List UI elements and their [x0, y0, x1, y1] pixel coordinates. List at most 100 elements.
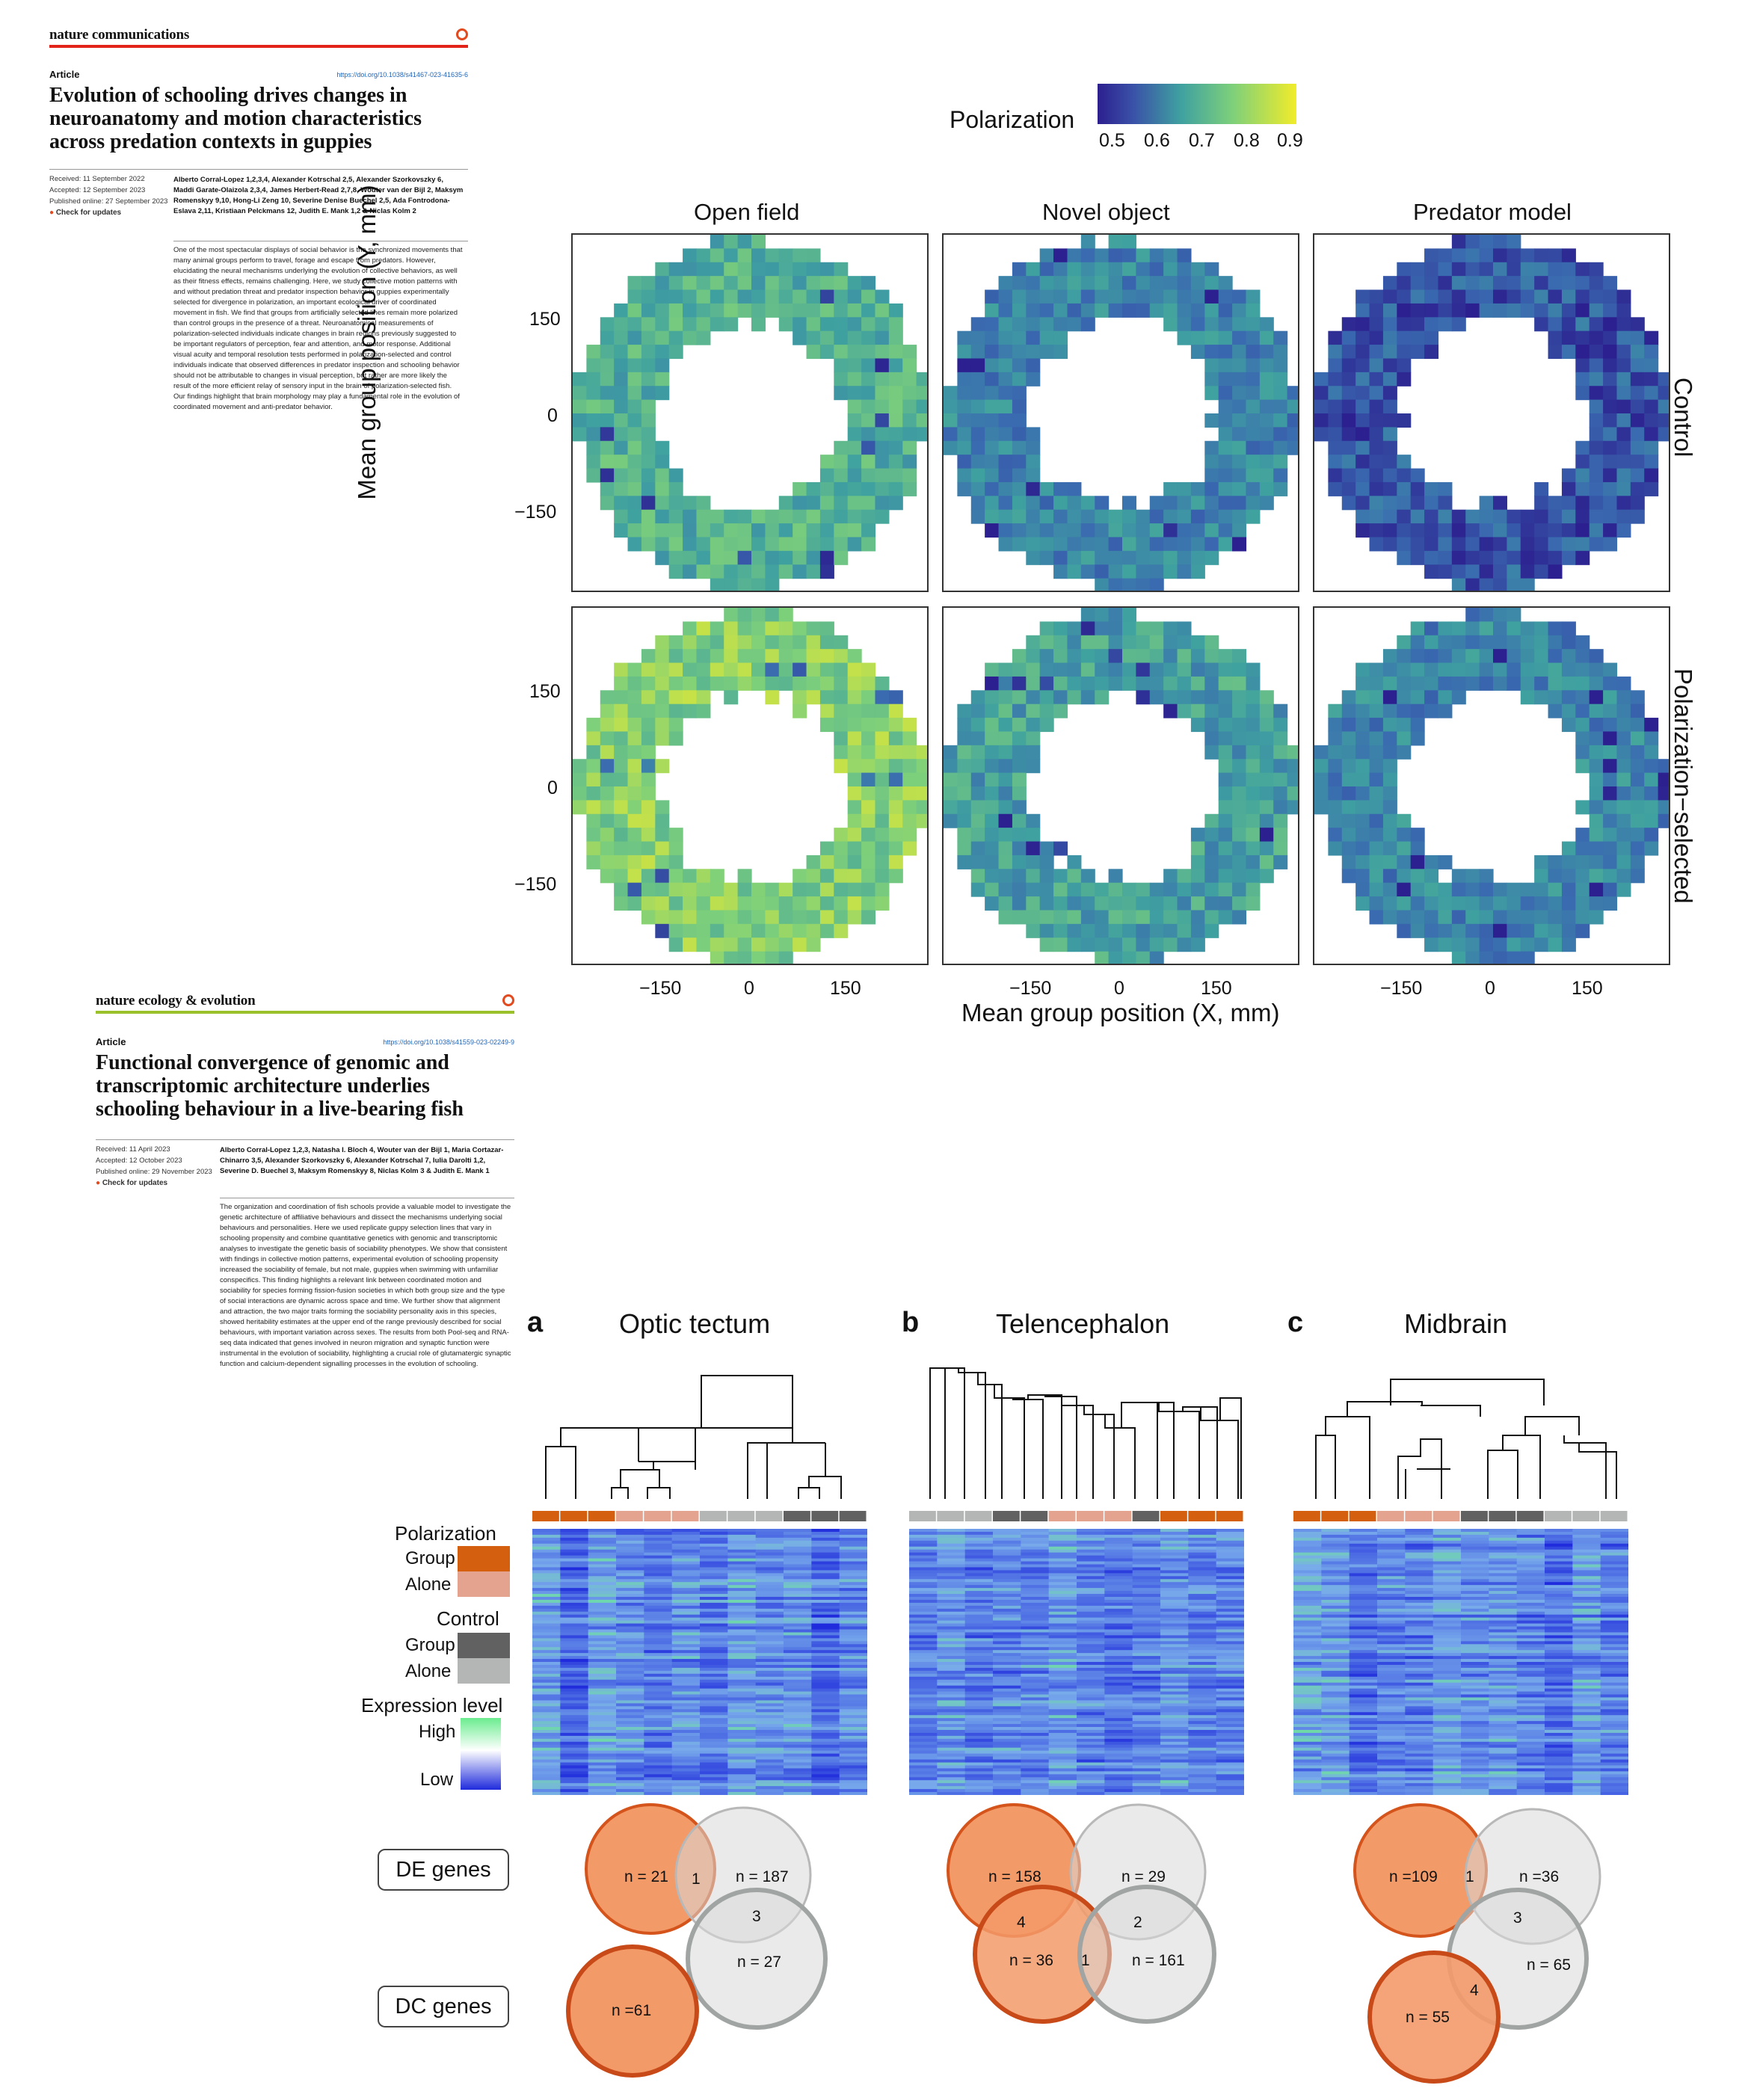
legend-expression-gradient	[461, 1718, 501, 1790]
venn-b-bottom-right-count: n = 161	[1132, 1952, 1185, 1969]
journal-rule	[96, 1011, 514, 1014]
y-tick-top-row: −150	[514, 502, 557, 523]
expression-heatmap-panel	[1293, 1511, 1628, 1795]
panel-title-midbrain: Midbrain	[1404, 1308, 1508, 1339]
open-access-icon	[456, 28, 468, 40]
x-tick: 150	[830, 978, 861, 999]
doi-link[interactable]: https://doi.org/10.1038/s41467-023-41635…	[336, 71, 468, 78]
x-tick: 150	[1572, 978, 1603, 999]
venn-b-left-count: n = 158	[988, 1868, 1041, 1885]
y-tick-top-row: 0	[547, 405, 558, 426]
panel-title-telencephalon: Telencephalon	[996, 1308, 1170, 1339]
venn-b-bottom-left-count: n = 36	[1009, 1952, 1053, 1969]
paper-title: Evolution of schooling drives changes in…	[49, 84, 422, 153]
colorbar-tick: 0.9	[1277, 130, 1303, 151]
colorbar-tick: 0.7	[1189, 130, 1215, 151]
dates-block: Received: 11 April 2023 Accepted: 12 Oct…	[96, 1144, 215, 1189]
journal-rule	[49, 45, 468, 48]
legend-ctl-alone-swatch	[458, 1658, 510, 1684]
check-updates-label: Check for updates	[102, 1179, 168, 1187]
legend-pol-alone-label: Alone	[405, 1574, 452, 1595]
x-axis-label: Mean group position (X, mm)	[961, 999, 1280, 1026]
check-updates-link[interactable]: ● Check for updates	[96, 1177, 215, 1189]
y-tick-bottom-row: −150	[514, 874, 557, 895]
colorbar-tick: 0.6	[1144, 130, 1170, 151]
colorbar-tick: 0.8	[1234, 130, 1260, 151]
title-rule	[49, 169, 468, 170]
x-tick: 150	[1201, 978, 1232, 999]
polarization-facet-panel	[942, 606, 1299, 965]
y-tick-bottom-row: 150	[529, 681, 561, 702]
venn-a-overlap: 1	[692, 1870, 701, 1888]
legend-expression-low: Low	[420, 1770, 454, 1790]
journal-name: nature communications	[49, 27, 190, 43]
venn-a-center: 3	[752, 1908, 761, 1925]
check-updates-icon: ●	[49, 209, 55, 217]
polarization-legend: Polarization 0.5 0.6 0.7 0.8 0.9	[950, 82, 1308, 164]
venn-c-bottom-left-count: n = 55	[1406, 2009, 1450, 2026]
x-tick: −150	[639, 978, 682, 999]
x-tick: −150	[1009, 978, 1052, 999]
x-tick: −150	[1380, 978, 1423, 999]
y-tick-bottom-row: 0	[547, 778, 558, 798]
colorbar-ticks: 0.5 0.6 0.7 0.8 0.9	[1098, 130, 1303, 160]
legend-pol-alone-swatch	[458, 1571, 510, 1597]
polarization-facet-panel	[942, 233, 1299, 592]
title-rule	[96, 1139, 514, 1140]
abstract-text: The organization and coordination of fis…	[220, 1203, 511, 1368]
x-tick: 0	[1114, 978, 1124, 999]
polarization-facet-panel	[1313, 233, 1670, 592]
x-tick: 0	[744, 978, 754, 999]
published-date: Published online: 27 September 2023	[49, 197, 168, 206]
check-updates-icon: ●	[96, 1179, 101, 1187]
journal-name: nature ecology & evolution	[96, 993, 256, 1009]
venn-b-overlap-left: 4	[1017, 1914, 1026, 1931]
legend-title: Polarization	[950, 106, 1075, 133]
venn-a-bottom-left-count: n =61	[612, 2002, 652, 2019]
check-updates-label: Check for updates	[55, 209, 122, 217]
author-list: Alberto Corral-Lopez 1,2,3,4, Alexander …	[173, 176, 464, 215]
y-tick-top-row: 150	[529, 309, 561, 330]
expression-heatmap-panel	[909, 1511, 1244, 1795]
venn-c-overlap: 1	[1465, 1868, 1474, 1885]
accepted-date: Accepted: 12 September 2023	[49, 186, 146, 194]
legend-ctl-group-swatch	[458, 1633, 510, 1658]
polarization-facet-panel	[571, 233, 929, 592]
legend-polarization-title: Polarization	[395, 1522, 496, 1545]
author-list: Alberto Corral-Lopez 1,2,3, Natasha I. B…	[220, 1146, 504, 1175]
legend-expression-high: High	[419, 1722, 456, 1742]
venn-c-right-count: n =36	[1519, 1868, 1560, 1885]
column-title-predator-model: Predator model	[1413, 199, 1572, 225]
venn-a-left-count: n = 21	[624, 1868, 668, 1885]
accepted-date: Accepted: 12 October 2023	[96, 1157, 182, 1165]
panel-title-optic-tectum: Optic tectum	[619, 1308, 771, 1339]
colorbar	[1098, 84, 1296, 124]
article-label: Article	[49, 69, 80, 80]
check-updates-link[interactable]: ● Check for updates	[49, 207, 169, 218]
legend-control-title: Control	[437, 1607, 499, 1630]
legend-ctl-alone-label: Alone	[405, 1661, 452, 1681]
column-title-open-field: Open field	[694, 199, 800, 225]
venn-a-bottom-right-count: n = 27	[737, 1953, 781, 1971]
venn-c-bottom-right-count: n = 65	[1527, 1956, 1571, 1974]
x-tick: 0	[1485, 978, 1495, 999]
panel-letter-a: a	[527, 1307, 544, 1338]
venn-a-right-count: n = 187	[736, 1868, 789, 1885]
received-date: Received: 11 April 2023	[96, 1145, 170, 1154]
paper-card-2: nature ecology & evolution Article https…	[96, 985, 514, 1426]
published-date: Published online: 29 November 2023	[96, 1168, 212, 1176]
open-access-icon	[502, 994, 514, 1006]
column-title-novel-object: Novel object	[1042, 199, 1170, 225]
panel-letter-b: b	[902, 1307, 920, 1338]
polarization-facet-panel	[1313, 606, 1670, 965]
doi-link[interactable]: https://doi.org/10.1038/s41559-023-02249…	[383, 1038, 514, 1046]
venn-b-overlap-bottom: 1	[1081, 1952, 1090, 1969]
legend-pol-group-label: Group	[405, 1548, 455, 1568]
venn-b-center: 2	[1133, 1914, 1142, 1931]
label-de-genes: DE genes	[378, 1849, 509, 1891]
venn-b-right-count: n = 29	[1121, 1868, 1166, 1885]
label-dc-genes: DC genes	[378, 1986, 509, 2027]
venn-c-left-count: n =109	[1389, 1868, 1438, 1885]
polarization-facet-panel	[571, 606, 929, 965]
